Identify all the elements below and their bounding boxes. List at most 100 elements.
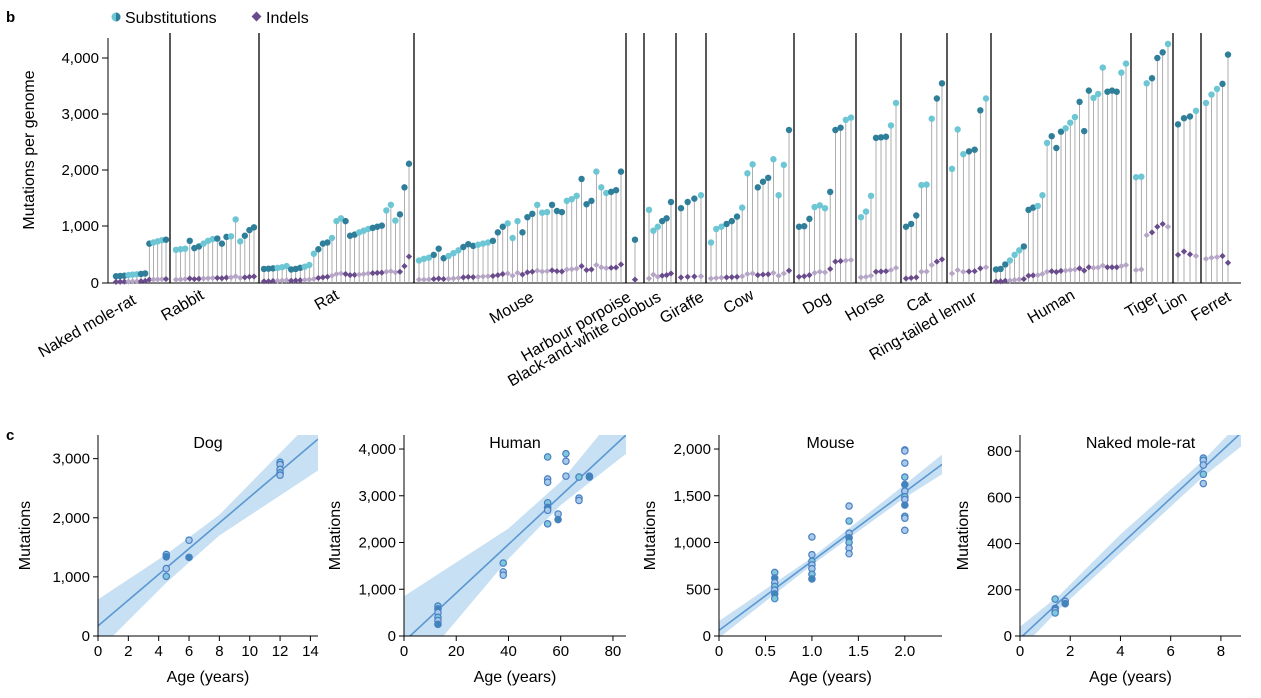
substitution-point: [918, 181, 925, 189]
x-tick-label: 0: [94, 643, 102, 660]
substitution-point: [1143, 80, 1150, 87]
panel-letter-c: c: [6, 427, 14, 444]
substitution-point: [603, 189, 610, 197]
substitution-point: [1020, 243, 1028, 250]
indel-point: [392, 269, 399, 276]
y-tick-label: 600: [987, 489, 1012, 506]
indel-point: [1224, 259, 1232, 266]
substitution-point: [739, 204, 746, 211]
indel-point: [918, 268, 925, 275]
plot-title: Naked mole-rat: [1086, 435, 1196, 452]
y-tick-label: 2,000: [358, 535, 396, 552]
substitution-point: [1186, 113, 1194, 120]
indel-point: [785, 267, 793, 274]
substitution-point: [1174, 121, 1182, 128]
indel-point: [310, 275, 317, 283]
y-tick-label: 0: [703, 628, 711, 645]
substitution-point: [933, 95, 941, 102]
legend-indels-label: Indels: [266, 10, 309, 27]
indel-point: [617, 261, 625, 268]
substitution-point: [392, 217, 399, 224]
substitution-point: [770, 156, 777, 163]
data-point: [554, 515, 562, 524]
data-point: [543, 520, 552, 528]
substitution-point: [965, 148, 973, 155]
indel-point: [1067, 266, 1074, 274]
substitution-point: [181, 245, 189, 252]
substitution-point: [847, 114, 855, 121]
indel-point: [415, 276, 423, 283]
indel-point: [374, 269, 381, 276]
substitution-point: [283, 262, 290, 270]
substitution-point: [250, 224, 258, 231]
data-point: [543, 453, 552, 461]
substitution-point: [663, 215, 670, 222]
substitution-point: [948, 165, 956, 173]
substitution-point: [960, 150, 967, 158]
indel-point: [319, 274, 327, 281]
indel-point: [297, 277, 304, 284]
species-label: Naked mole-rat: [36, 291, 140, 361]
indel-point: [847, 256, 855, 264]
data-point: [845, 502, 853, 510]
indel-point: [435, 275, 442, 282]
substitution-point: [415, 257, 423, 264]
y-tick-label: 800: [987, 443, 1012, 460]
indel-point: [842, 257, 849, 264]
indel-point: [369, 270, 376, 277]
substitution-point: [1053, 144, 1060, 152]
substitution-point: [923, 181, 930, 188]
substitution-point: [460, 243, 467, 251]
plot-title: Mouse: [806, 435, 854, 452]
indel-point: [455, 274, 462, 282]
substitution-point: [1002, 261, 1009, 268]
x-tick-label: 2: [1066, 643, 1074, 660]
substitution-point: [425, 254, 433, 261]
substitution-point: [440, 255, 447, 262]
indel-point: [489, 272, 497, 280]
substitution-point: [1148, 75, 1156, 82]
indel-point: [465, 273, 472, 280]
indel-point: [765, 271, 772, 278]
x-tick-label: 8: [215, 643, 223, 660]
indel-point: [1148, 229, 1156, 236]
indel-point: [1057, 267, 1065, 275]
substitution-point: [504, 220, 511, 227]
substitution-point: [494, 229, 502, 236]
data-point: [499, 571, 508, 580]
data-point: [1061, 599, 1070, 608]
indel-point: [470, 273, 477, 281]
data-point: [543, 478, 552, 487]
substitution-point: [1016, 247, 1023, 254]
indel-point: [534, 267, 541, 274]
plot-naked-mole-rat: 0 2 4 6 8 0 200 400 600 800 Naked mole-rat Age (yea…: [955, 435, 1241, 686]
regression-line: [719, 463, 942, 632]
indel-point: [484, 273, 492, 280]
indel-point: [837, 257, 844, 265]
indel-point: [568, 266, 575, 273]
confidence-band: [404, 435, 626, 636]
data-point: [808, 550, 816, 559]
data-point: [770, 594, 779, 603]
indel-point: [754, 272, 761, 279]
indel-point: [827, 265, 834, 273]
indel-point: [1164, 223, 1172, 230]
substitution-point: [1043, 139, 1051, 147]
panel-letter-b: b: [6, 9, 15, 26]
panel-b-ytick-2000: 2,000: [61, 162, 99, 179]
indel-point: [1174, 251, 1182, 258]
x-tick-label: 4: [1116, 643, 1124, 660]
indel-point: [816, 268, 823, 275]
substitution-point: [723, 220, 730, 228]
x-tick-label: 0.5: [755, 643, 776, 660]
indel-point: [645, 275, 653, 282]
plot-mouse: 0 0.5 1.0 1.5 2.0 0 500 1,000 1,500 2,000 Mouse Age…: [642, 435, 942, 686]
y-tick-label: 0: [1004, 628, 1012, 645]
panel-b-ytick-0: 0: [91, 275, 99, 292]
species-label: Giraffe: [657, 289, 707, 328]
substitution-point: [713, 225, 720, 233]
indel-point: [691, 273, 698, 280]
substitution-point: [654, 223, 661, 230]
data-point: [901, 501, 909, 509]
species-label: Mouse: [487, 289, 537, 328]
